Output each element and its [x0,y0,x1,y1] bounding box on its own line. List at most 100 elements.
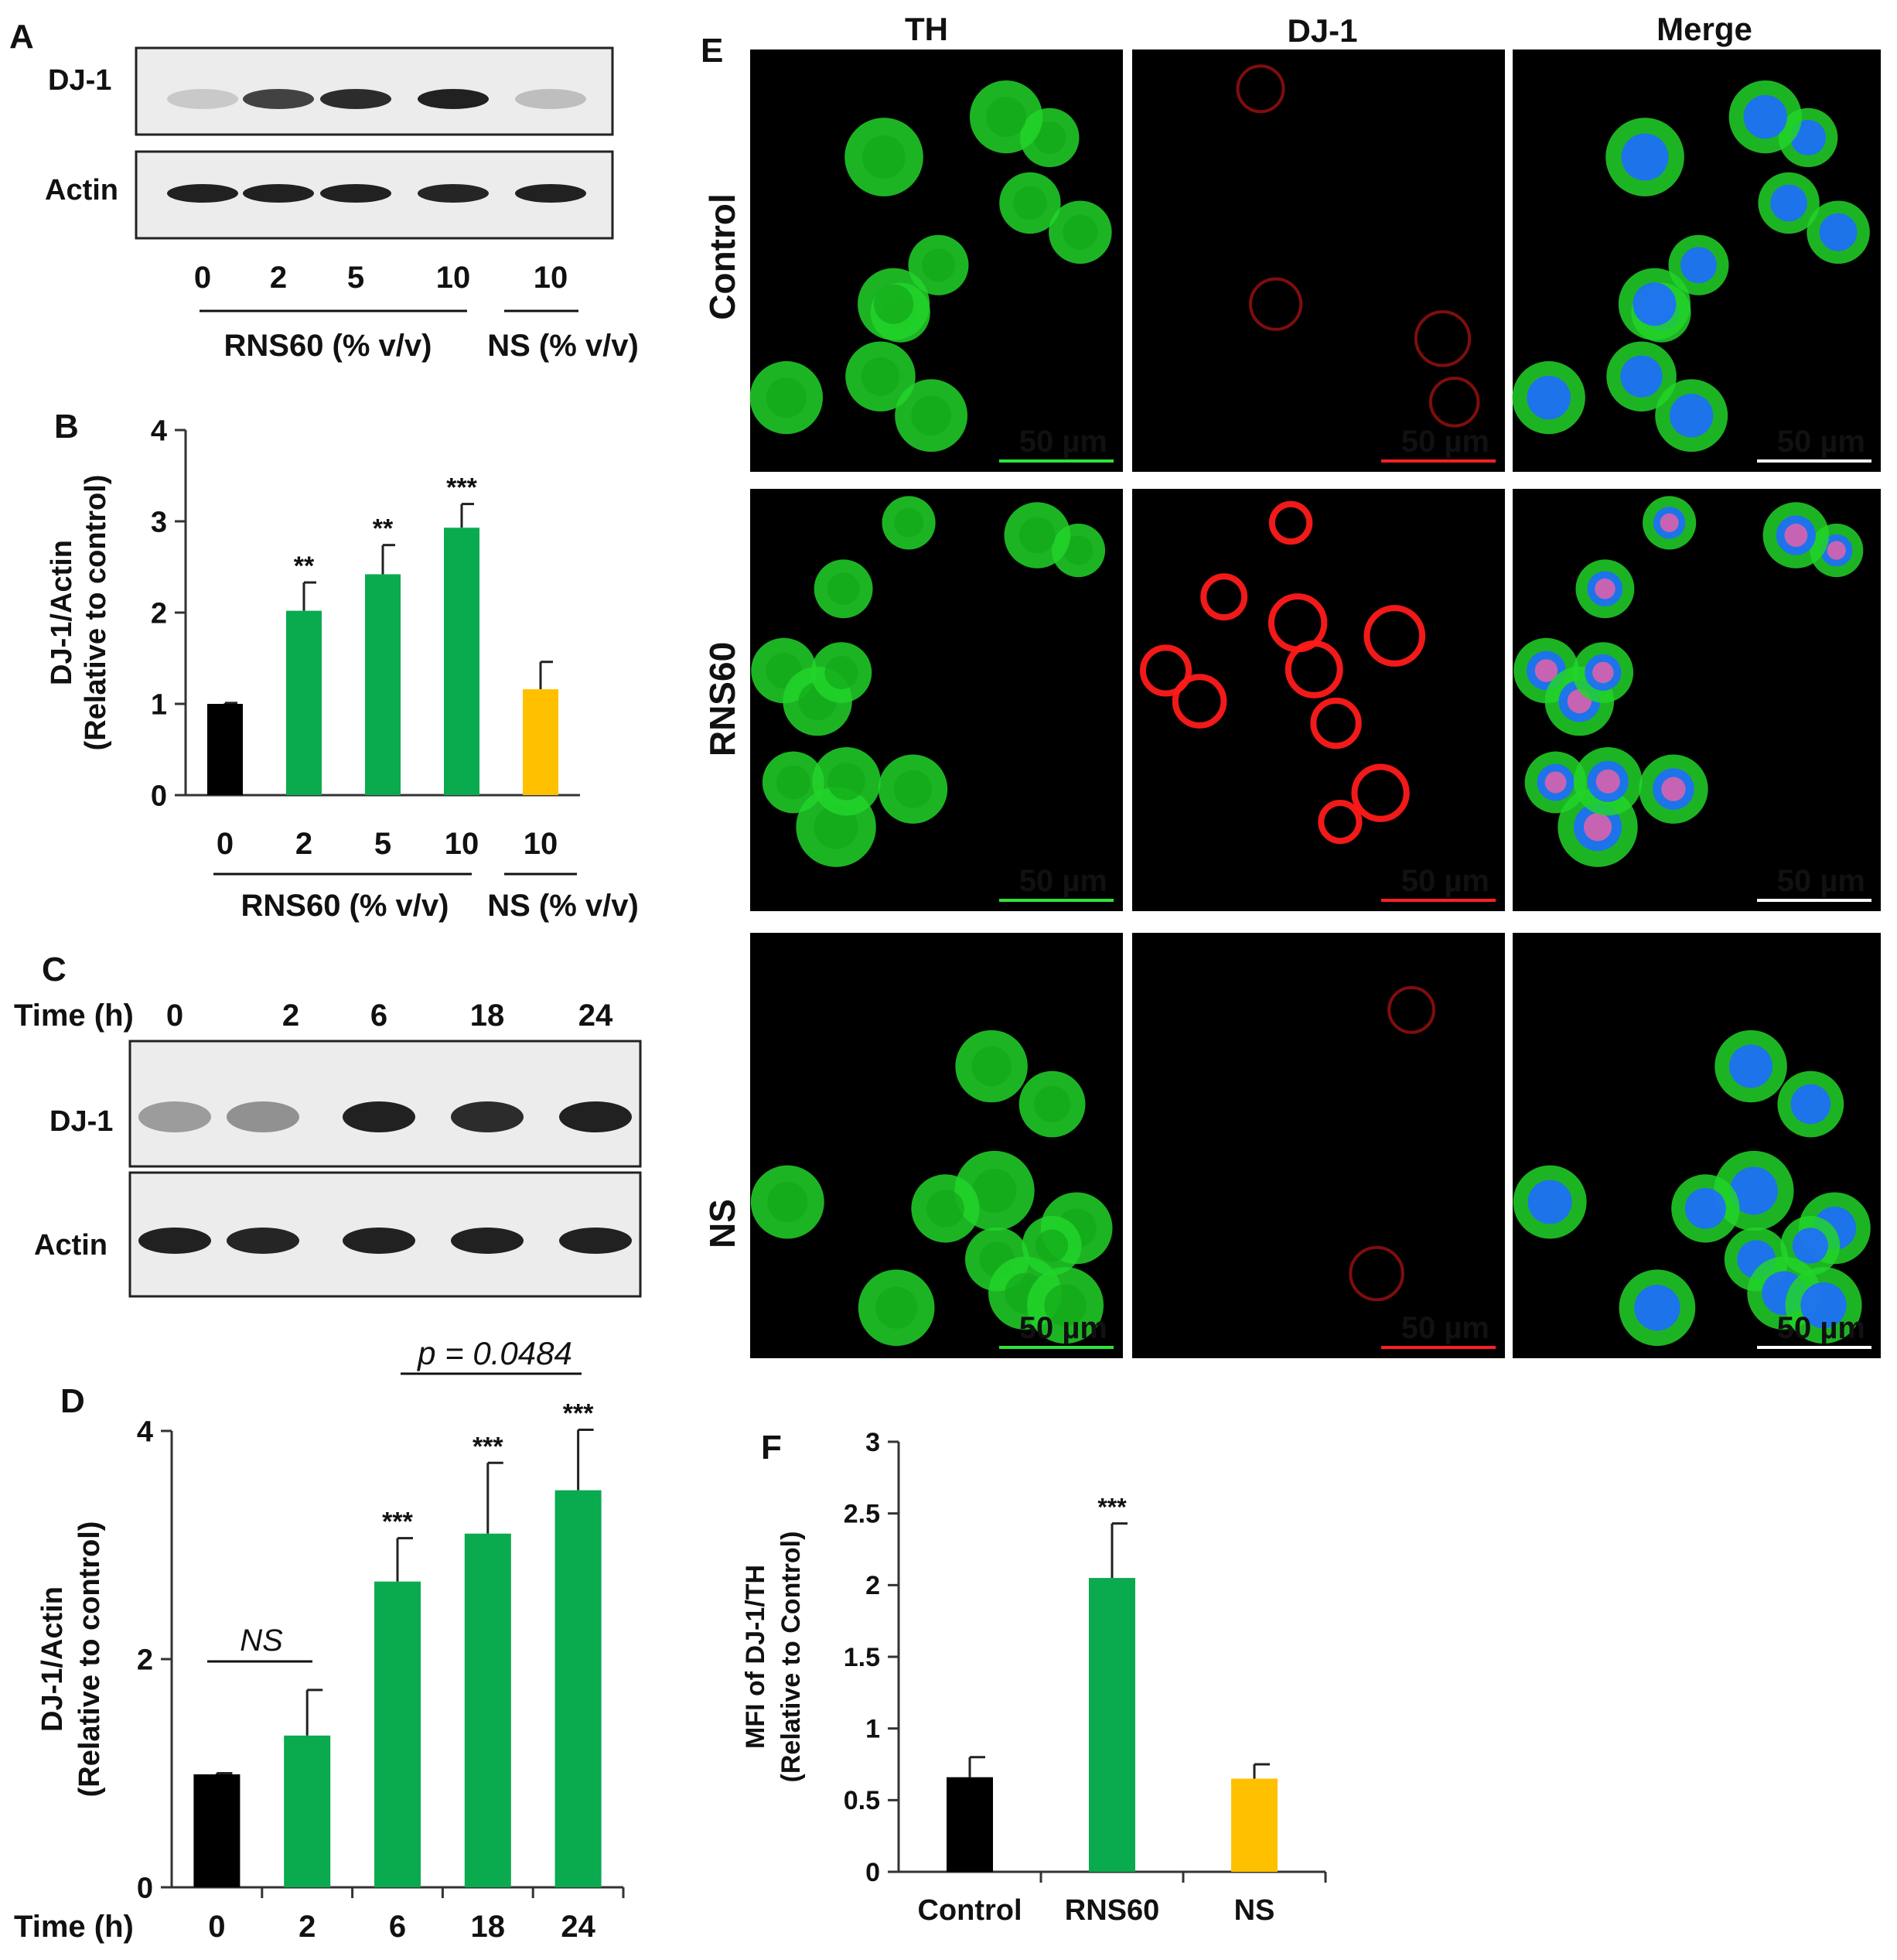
time-label-c: Time (h) [14,999,134,1033]
scale-bar-label: 50 µm [1019,425,1107,459]
micrograph: 50 µm [1132,489,1505,911]
category-label: Control [917,1894,1022,1927]
dj1-band [138,1101,211,1132]
significance-label: *** [1097,1494,1127,1521]
category-label: RNS60 [1065,1894,1160,1927]
panel-f-letter: F [761,1429,782,1467]
y-tick-label: 0 [137,1872,153,1904]
colocalization [1595,579,1616,599]
nucleus [1527,375,1571,420]
micrograph: 50 µm [1513,489,1881,911]
colocalization [1583,813,1612,842]
th-cell-core [766,377,807,418]
category-label: 24 [561,1910,595,1944]
lane-a-label: 10 [436,261,471,295]
th-cell-core [861,357,900,396]
actin-band [138,1228,211,1254]
blot-c-bands [138,1101,632,1254]
dj1-signal [1428,376,1480,428]
th-cell-core [1063,535,1094,565]
nucleus [1743,94,1788,139]
panel-a-letter: A [9,18,34,56]
category-label: 10 [445,827,479,861]
scale-bar-label: 50 µm [1777,1311,1865,1345]
actin-band [320,184,391,203]
column-label-dj1: DJ-1 [1287,12,1357,49]
dj1-signal [1236,64,1285,114]
group-label-rns60: RNS60 (% v/v) [241,889,449,923]
actin-band [418,184,489,203]
th-cell-core [827,762,865,801]
nucleus [1792,1228,1828,1264]
panel-c-letter: C [42,951,67,989]
bar [374,1581,421,1887]
nucleus [1670,394,1714,438]
nucleus [1684,1187,1726,1229]
significance-label: *** [473,1432,503,1461]
chart-b: 0 1 2 3 4 0 ** 2 ** 5 *** 10 10 DJ-1/Actin (Relative t… [46,415,639,923]
th-cell-core [922,248,955,282]
dj1-signal [1349,1245,1404,1302]
blot-a-bands [167,89,586,203]
dj1-band [515,89,586,109]
row-label-control: Control [702,193,742,320]
lane-a-label: 0 [194,261,211,295]
blot-c-actin-label: Actin [34,1229,107,1262]
actin-band [167,184,238,203]
y-tick-label: 4 [137,1415,153,1448]
dj1-signal [1139,644,1192,697]
row-label-ns: NS [702,1199,742,1248]
actin-band [515,184,586,203]
ns-annotation: NS [240,1624,283,1658]
nucleus [1729,1166,1778,1215]
micrograph-background [1132,933,1505,1358]
y-tick-label: 0 [151,780,167,812]
micrograph: 50 µm [1132,50,1505,472]
y-tick-label: 2 [137,1644,153,1676]
colocalization [1784,524,1808,547]
y-tick-label: 2 [865,1571,880,1600]
th-cell-core [1018,517,1056,554]
colocalization [1544,771,1567,794]
dj1-signal [1351,763,1410,822]
dj1-signal [1363,605,1426,667]
significance-label: *** [382,1508,413,1537]
y-tick-label: 1 [151,688,167,721]
dj1-band [343,1101,415,1132]
chart-f: 0 0.5 1 1.5 2 2.5 3 Control *** RNS60 NS MFI of DJ-… [741,1428,1327,1927]
bar [284,1735,331,1887]
dj1-signal [1268,500,1313,545]
panel-e-letter: E [701,32,723,70]
bar [554,1490,602,1887]
category-label: 2 [295,827,312,861]
micrograph: 50 µm [750,933,1123,1358]
th-cell-core [893,770,933,808]
th-cell-core [875,1286,918,1329]
micrograph: 50 µm [750,489,1123,911]
x-axis-label: Time (h) [14,1910,134,1944]
th-cell-core [894,507,924,538]
colocalization [1660,513,1679,533]
bar [365,574,401,795]
actin-band [243,184,314,203]
dj1-signal [1414,310,1472,367]
dj1-signal [1172,674,1227,729]
colocalization [1827,541,1846,560]
y-axis-label: DJ-1/Actin [36,1586,69,1732]
blot-a-dj1-label: DJ-1 [48,64,111,97]
actin-band [343,1228,415,1254]
nucleus [1621,133,1669,181]
th-cell-core [827,572,860,606]
dj1-signal [1310,697,1362,750]
th-cell-core [1033,1085,1071,1123]
lane-a-label: 10 [534,261,568,295]
nucleus [1527,1180,1572,1224]
th-cell-core [1063,214,1098,250]
column-label-merge: Merge [1656,11,1752,47]
dj1-signal [1248,277,1303,331]
category-label: 6 [389,1910,406,1944]
th-cell-core [926,1190,964,1228]
y-axis-label: DJ-1/Actin [46,540,78,685]
blot-c-dj1-label: DJ-1 [49,1105,113,1138]
significance-label: ** [373,514,394,544]
